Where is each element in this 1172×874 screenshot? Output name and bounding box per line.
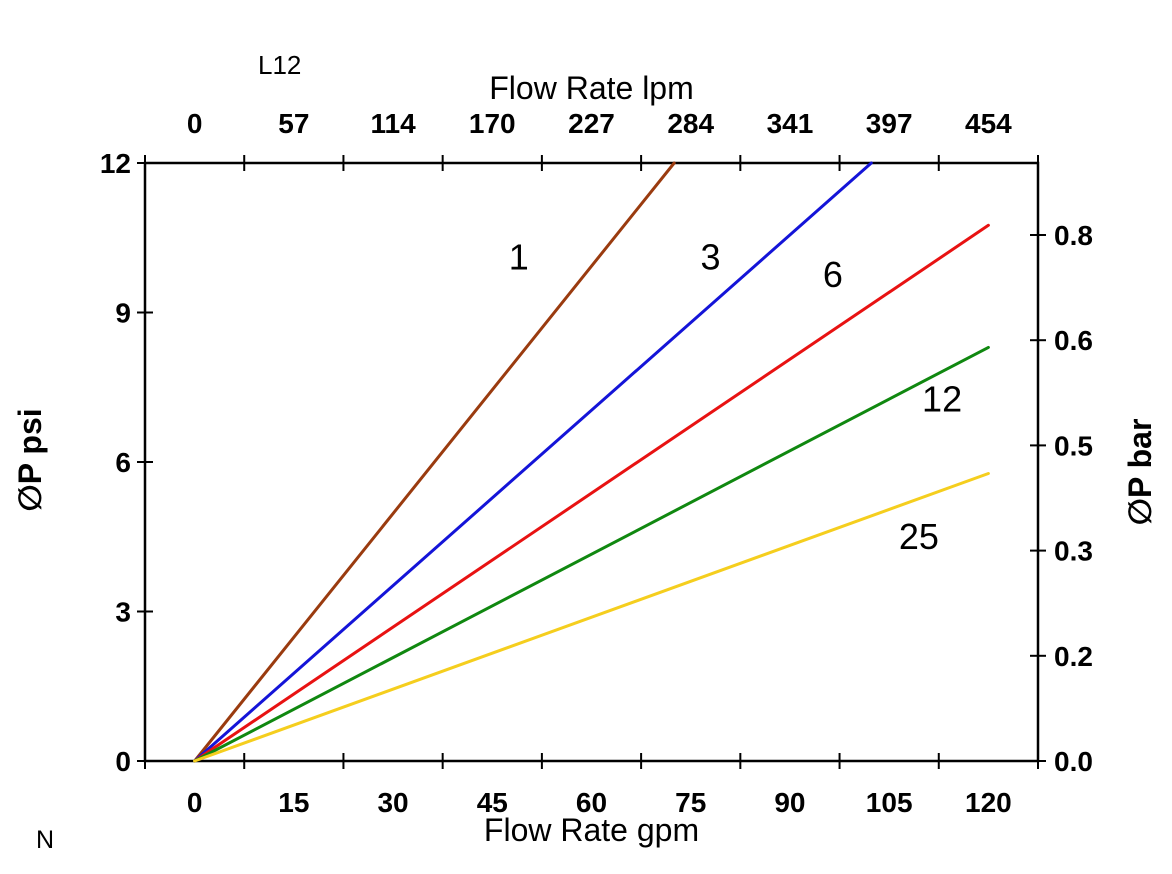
x-bottom-tick-label: 0 [187,787,203,818]
y-left-tick-label: 0 [115,746,131,777]
series-label-12: 12 [922,379,962,420]
series-label-1: 1 [509,237,529,278]
x-top-tick-label: 284 [667,108,714,139]
series-line-3 [193,161,873,763]
y-left-tick-label: 3 [115,597,131,628]
x-top-tick-label: 227 [568,108,615,139]
x-bottom-tick-label: 75 [675,787,706,818]
y-right-tick-label: 0.0 [1054,746,1093,777]
x-bottom-tick-label: 90 [774,787,805,818]
series-line-25 [193,472,990,763]
bottom-axis-title: Flow Rate gpm [483,812,700,848]
x-top-tick-label: 454 [965,108,1012,139]
series-label-25: 25 [899,516,939,557]
y-left-tick-label: 12 [100,148,131,179]
y-left-tick-label: 9 [115,298,131,329]
x-top-tick-label: 0 [187,108,203,139]
y-right-tick-label: 0.8 [1054,220,1093,251]
y-right-tick-label: 0.5 [1054,430,1093,461]
x-bottom-tick-label: 15 [278,787,309,818]
x-bottom-tick-label: 30 [377,787,408,818]
series-label-6: 6 [823,254,843,295]
corner-note: N [36,826,55,854]
x-top-tick-label: 341 [767,108,814,139]
x-bottom-tick-label: 45 [477,787,508,818]
x-top-tick-label: 397 [866,108,913,139]
x-bottom-tick-label: 120 [965,787,1012,818]
y-left-tick-label: 6 [115,447,131,478]
plot-frame [143,161,1040,763]
plot-note: L12 [258,50,302,80]
x-top-tick-label: 114 [370,108,416,139]
y-right-tick-label: 0.2 [1054,641,1093,672]
x-top-tick-label: 170 [469,108,516,139]
y-right-tick-label: 0.3 [1054,536,1093,567]
x-top-tick-label: 57 [278,108,309,139]
series-line-6 [193,223,990,763]
series-label-3: 3 [701,237,721,278]
series-line-12 [193,345,990,763]
series-line-1 [193,161,676,763]
top-axis-title: Flow Rate lpm [489,70,694,106]
left-axis-title: ∅P psi [12,408,48,512]
y-right-tick-label: 0.6 [1054,325,1093,356]
x-bottom-tick-label: 105 [866,787,913,818]
right-axis-title: ∅P bar [1122,418,1158,526]
x-bottom-tick-label: 60 [576,787,607,818]
